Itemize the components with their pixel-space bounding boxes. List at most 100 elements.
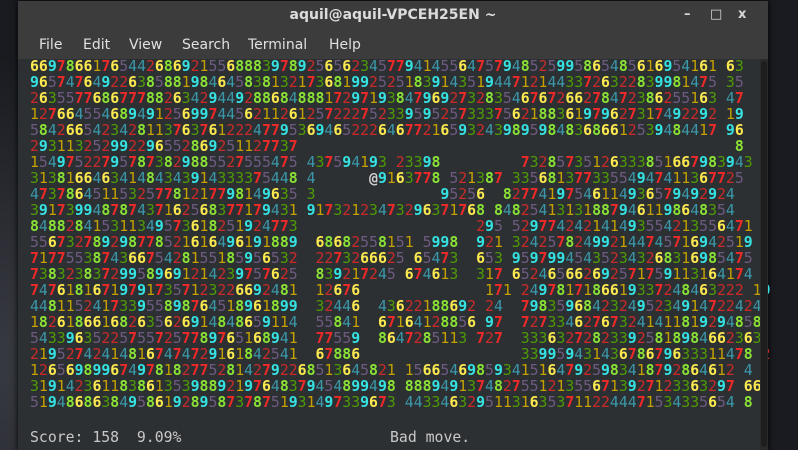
maximize-button[interactable]: □: [710, 7, 723, 22]
terminal-area[interactable]: 6697866176544268692155688839789256562345…: [18, 58, 771, 450]
grid-digit: 6: [172, 58, 182, 75]
grid-digit: 6: [47, 234, 57, 251]
title-bar[interactable]: aquil@aquil-VPCEH25EN ~ – □ x: [18, 1, 768, 31]
grid-digit: 3: [618, 250, 628, 267]
grid-digit: 2: [217, 218, 227, 235]
grid-digit: 8: [601, 90, 610, 107]
grid-digit: 5: [734, 74, 744, 91]
grid-digit: 8: [538, 106, 548, 123]
grid-digit: 5: [74, 154, 84, 171]
grid-digit: 2: [627, 122, 637, 139]
grid-digit: 3: [38, 266, 48, 283]
grid-digit: 4: [208, 74, 218, 91]
grid-digit: 6: [449, 394, 459, 411]
menu-file[interactable]: File: [39, 37, 63, 53]
grid-digit: 3: [636, 186, 646, 203]
grid-empty: [360, 330, 369, 347]
menu-terminal[interactable]: Terminal: [248, 37, 308, 53]
menu-search[interactable]: Search: [182, 37, 231, 53]
grid-digit: 2: [377, 106, 387, 123]
grid-digit: 7: [422, 170, 432, 187]
grid-digit: 3: [716, 154, 726, 171]
grid-digit: 3: [110, 122, 120, 139]
menu-help[interactable]: Help: [329, 37, 361, 53]
grid-digit: 7: [288, 138, 298, 155]
grid-digit: 1: [315, 282, 325, 299]
grid-digit: 1: [235, 138, 245, 155]
grid-digit: 9: [672, 186, 682, 203]
grid-row: 448115241733955898764518961899 32446 436…: [30, 299, 771, 315]
grid-digit: 9: [306, 202, 316, 219]
grid-digit: 3: [163, 282, 173, 299]
grid-digit: 3: [163, 122, 173, 139]
grid-digit: 4: [217, 234, 227, 251]
grid-digit: 5: [315, 314, 325, 331]
grid-digit: 4: [538, 266, 548, 283]
grid-digit: 8: [199, 330, 209, 347]
grid-digit: 1: [645, 314, 655, 331]
grid-digit: 3: [467, 106, 477, 123]
grid-digit: 1: [645, 394, 655, 411]
grid-digit: 3: [342, 250, 352, 267]
grid-digit: 4: [636, 314, 646, 331]
scrollbar-thumb[interactable]: [761, 61, 767, 447]
grid-digit: 8: [119, 378, 129, 395]
grid-digit: 2: [163, 90, 173, 107]
grid-digit: 8: [154, 90, 164, 107]
grid-digit: 1: [217, 122, 227, 139]
grid-digit: 3: [565, 378, 575, 395]
grid-digit: 6: [315, 346, 325, 363]
grid-digit: 1: [547, 186, 557, 203]
grid-digit: 9: [663, 346, 673, 363]
grid-digit: 5: [288, 154, 298, 171]
grid-digit: 7: [565, 394, 575, 411]
grid-digit: 5: [725, 234, 735, 251]
grid-digit: 5: [609, 170, 619, 187]
grid-digit: 6: [163, 314, 173, 331]
grid-digit: 1: [181, 266, 191, 283]
grid-digit: 2: [377, 362, 387, 379]
grid-empty: [512, 298, 521, 315]
grid-digit: 5: [217, 58, 227, 75]
grid-digit: 5: [743, 250, 753, 267]
menu-view[interactable]: View: [129, 37, 163, 53]
grid-empty: [672, 138, 681, 155]
grid-digit: 8: [413, 74, 423, 91]
grid-digit: 1: [422, 314, 432, 331]
grid-digit: 4: [547, 74, 557, 91]
grid-digit: 9: [47, 394, 57, 411]
grid-digit: 6: [208, 122, 218, 139]
grid-digit: 2: [128, 314, 138, 331]
grid-digit: 3: [333, 202, 343, 219]
grid-empty: [378, 218, 387, 235]
grid-digit: 5: [449, 186, 459, 203]
grid-empty: [458, 346, 467, 363]
grid-digit: 5: [163, 218, 173, 235]
grid-digit: 4: [627, 394, 637, 411]
grid-digit: 8: [270, 298, 280, 315]
grid-digit: 1: [502, 282, 512, 299]
menu-edit[interactable]: Edit: [83, 37, 111, 53]
grid-digit: 4: [672, 298, 682, 315]
scrollbar[interactable]: [760, 59, 768, 450]
grid-digit: 8: [681, 362, 691, 379]
close-button[interactable]: x: [738, 7, 747, 22]
grid-row: 5194868638495861928958737875193149733967…: [30, 395, 771, 411]
grid-digit: 3: [529, 154, 539, 171]
grid-digit: 2: [618, 298, 628, 315]
grid-digit: 7: [217, 330, 227, 347]
grid-digit: 7: [520, 186, 530, 203]
grid-digit: 1: [422, 298, 432, 315]
grid-digit: 9: [270, 330, 280, 347]
grid-digit: 3: [65, 234, 75, 251]
grid-digit: 3: [279, 202, 289, 219]
minimize-button[interactable]: –: [684, 7, 691, 22]
grid-digit: 5: [574, 58, 584, 75]
grid-digit: 8: [217, 394, 227, 411]
grid-digit: 8: [244, 346, 254, 363]
grid-digit: 4: [725, 394, 735, 411]
grid-digit: 2: [458, 186, 468, 203]
grid-digit: 5: [708, 218, 717, 235]
grid-digit: 2: [190, 186, 200, 203]
grid-digit: 2: [351, 58, 361, 75]
